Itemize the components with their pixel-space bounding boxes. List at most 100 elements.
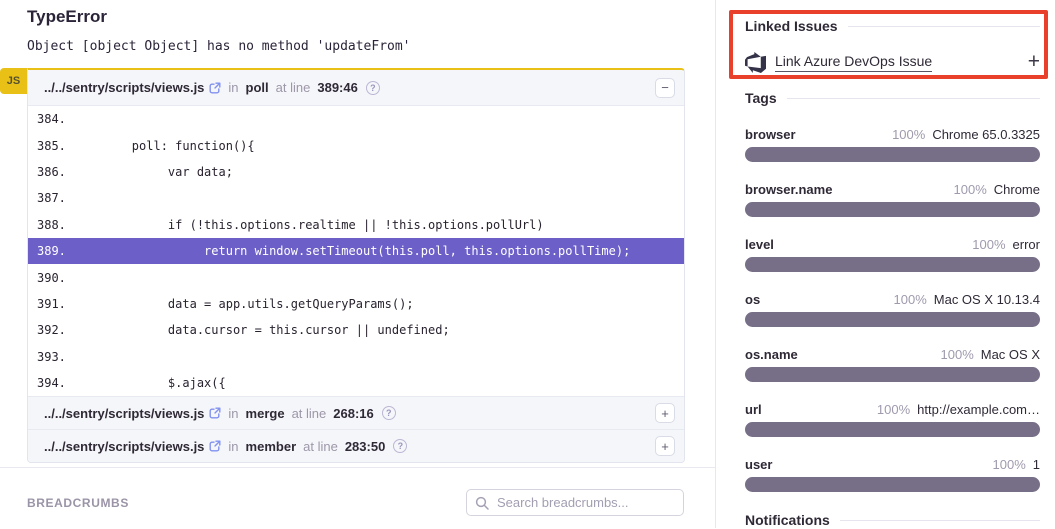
line-number: 384.	[37, 112, 66, 127]
line-number: 388.	[37, 217, 66, 232]
code-snippet: 384. 385. poll: function(){ 386. var dat…	[28, 106, 684, 397]
code-text: return window.setTimeout(this.poll, this…	[74, 244, 631, 259]
tag-percent: 100%	[940, 347, 974, 362]
code-text: data = app.utils.getQueryParams();	[74, 296, 414, 311]
external-link-icon[interactable]	[209, 440, 221, 452]
tag-value[interactable]: Mac OS X	[980, 347, 1040, 362]
tag-key: browser.name	[745, 182, 833, 197]
tag-line: browser.name 100% Chrome	[745, 181, 1040, 198]
tag-value[interactable]: error	[1012, 237, 1040, 252]
tag-row[interactable]: level 100% error	[745, 236, 1040, 272]
tag-percent: 100%	[953, 182, 987, 197]
in-label: in	[228, 438, 239, 454]
code-line: 384.	[28, 106, 684, 132]
frame-function: merge	[245, 405, 285, 421]
help-icon[interactable]: ?	[393, 439, 408, 454]
code-line: 390.	[28, 264, 684, 290]
help-icon[interactable]: ?	[365, 80, 380, 95]
expand-frame-button[interactable]: +	[655, 436, 675, 457]
tag-line: user 100% 1	[745, 456, 1040, 473]
frame-function: poll	[245, 80, 269, 95]
tags-list: browser 100% Chrome 65.0.3325 browser.na…	[745, 126, 1040, 492]
tag-percent: 100%	[876, 402, 911, 417]
frame-filename[interactable]: ../../sentry/scripts/views.js	[44, 405, 205, 421]
search-icon	[475, 496, 489, 510]
notifications-header: Notifications	[745, 512, 1040, 529]
frame-file-group: ../../sentry/scripts/views.js	[44, 80, 221, 95]
code-line: 391. data = app.utils.getQueryParams();	[28, 291, 684, 317]
tag-key: os	[745, 292, 761, 307]
code-text: if (!this.options.realtime || !this.opti…	[74, 217, 544, 232]
in-label: in	[228, 80, 239, 95]
azure-devops-icon	[745, 51, 766, 73]
code-line: 387.	[28, 185, 684, 211]
tag-distribution-bar	[745, 422, 1040, 437]
tag-key: browser	[745, 127, 796, 142]
code-line: 392. data.cursor = this.cursor || undefi…	[28, 317, 684, 343]
code-line: 389. return window.setTimeout(this.poll,…	[28, 237, 684, 265]
tag-row[interactable]: os 100% Mac OS X 10.13.4	[745, 291, 1040, 327]
code-text: var data;	[74, 164, 233, 179]
platform-badge-js: JS	[0, 68, 27, 94]
tag-value[interactable]: 1	[1032, 457, 1040, 472]
tags-title: Tags	[745, 90, 777, 106]
code-line: 386. var data;	[28, 159, 684, 185]
tag-value[interactable]: Chrome	[993, 182, 1040, 197]
linked-issues-title: Linked Issues	[745, 18, 838, 34]
tag-line: level 100% error	[745, 236, 1040, 253]
code-line: 394. $.ajax({	[28, 370, 684, 396]
external-link-icon[interactable]	[209, 407, 221, 419]
tag-row[interactable]: url 100% http://example.com…	[745, 401, 1040, 437]
line-number: 391.	[37, 296, 66, 311]
search-input[interactable]	[495, 494, 675, 511]
code-line: 388. if (!this.options.realtime || !this…	[28, 212, 684, 238]
tag-value[interactable]: Chrome 65.0.3325	[932, 127, 1040, 142]
line-number: 386.	[37, 164, 66, 179]
tag-value[interactable]: http://example.com…	[917, 402, 1040, 417]
frame-filename[interactable]: ../../sentry/scripts/views.js	[44, 438, 205, 454]
at-line-label: at line	[291, 405, 327, 421]
stack-frame-collapsed[interactable]: ../../sentry/scripts/views.js in merge a…	[28, 396, 684, 430]
line-number: 393.	[37, 349, 66, 364]
line-number: 390.	[37, 270, 66, 285]
code-text: poll: function(){	[74, 138, 255, 153]
tag-row[interactable]: os.name 100% Mac OS X	[745, 346, 1040, 382]
tag-row[interactable]: browser 100% Chrome 65.0.3325	[745, 126, 1040, 162]
code-line: 393.	[28, 344, 684, 370]
collapsed-frames: ../../sentry/scripts/views.js in merge a…	[28, 396, 684, 463]
at-line-label: at line	[303, 438, 338, 454]
tag-line: url 100% http://example.com…	[745, 401, 1040, 418]
tag-row[interactable]: browser.name 100% Chrome	[745, 181, 1040, 217]
frame-function: member	[245, 438, 297, 454]
frame-filename[interactable]: ../../sentry/scripts/views.js	[44, 80, 205, 95]
section-divider	[0, 467, 716, 468]
tag-line: os 100% Mac OS X 10.13.4	[745, 291, 1040, 308]
notifications-title: Notifications	[745, 512, 830, 528]
expand-frame-button[interactable]: +	[655, 403, 675, 424]
collapse-frame-button[interactable]: −	[655, 77, 675, 98]
tag-distribution-bar	[745, 147, 1040, 162]
page-title: TypeError	[27, 7, 107, 26]
code-text: $.ajax({	[74, 376, 226, 391]
tag-key: os.name	[745, 347, 798, 362]
tag-key: url	[745, 402, 762, 417]
plus-icon[interactable]: +	[1027, 50, 1040, 73]
code-line: 385. poll: function(){	[28, 132, 684, 158]
external-link-icon[interactable]	[209, 82, 221, 94]
tag-value[interactable]: Mac OS X 10.13.4	[933, 292, 1040, 307]
stack-frame-header[interactable]: ../../sentry/scripts/views.js in poll at…	[28, 70, 684, 106]
stack-frame-collapsed[interactable]: ../../sentry/scripts/views.js in member …	[28, 429, 684, 463]
breadcrumbs-title: BREADCRUMBS	[27, 496, 129, 510]
link-azure-devops-issue[interactable]: Link Azure DevOps Issue	[775, 53, 933, 72]
at-line-label: at line	[275, 80, 311, 95]
tag-row[interactable]: user 100% 1	[745, 456, 1040, 492]
frame-line-number: 389:46	[317, 80, 358, 95]
linked-issues-header: Linked Issues	[745, 0, 1040, 35]
frame-line-number: 283:50	[344, 438, 386, 454]
tag-percent: 100%	[992, 457, 1026, 472]
help-icon[interactable]: ?	[381, 406, 396, 421]
linked-issues-row: Link Azure DevOps Issue +	[745, 50, 1040, 74]
line-number: 394.	[37, 376, 66, 391]
breadcrumbs-search[interactable]	[466, 489, 684, 516]
tag-percent: 100%	[972, 237, 1006, 252]
